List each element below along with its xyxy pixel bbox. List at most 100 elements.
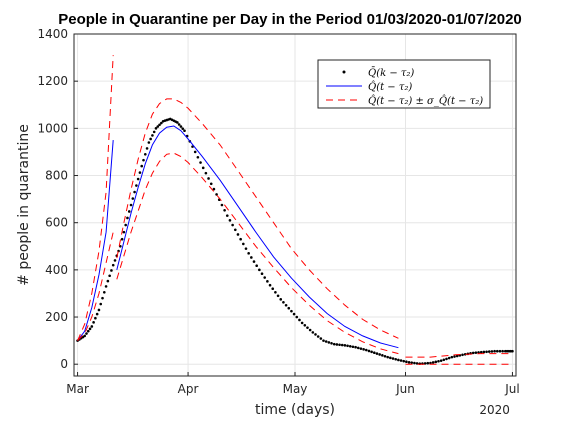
data-point — [493, 349, 496, 353]
data-point — [359, 347, 363, 350]
data-point — [311, 331, 315, 334]
y-tick-label: 200 — [45, 310, 68, 324]
x-tick-label: Mar — [66, 382, 89, 396]
legend-label: Q̂(t − τ₂) — [368, 81, 412, 93]
data-point — [413, 361, 416, 365]
data-point — [439, 359, 443, 362]
data-point — [136, 177, 140, 181]
data-point — [378, 353, 381, 356]
series-line-solid-blue — [116, 125, 399, 349]
series-layer — [76, 55, 514, 366]
y-axis-label: # people in quarantine — [16, 124, 32, 286]
data-point — [373, 351, 376, 355]
data-point — [300, 321, 304, 325]
legend-label: Q̂(t − τ₂) ± σ_Q̂(t − τ₂) — [368, 95, 483, 107]
data-point — [461, 353, 464, 357]
data-point — [95, 312, 99, 316]
data-point — [327, 341, 331, 344]
data-point — [324, 340, 328, 343]
data-point — [498, 349, 502, 353]
data-point — [97, 308, 101, 312]
data-point — [179, 125, 183, 128]
data-point — [292, 312, 296, 316]
data-point — [474, 351, 478, 354]
data-point — [120, 237, 124, 241]
data-point — [133, 190, 136, 194]
data-point — [487, 350, 491, 353]
data-point — [442, 358, 446, 362]
data-point — [383, 354, 387, 358]
data-point — [485, 350, 488, 354]
data-point — [338, 343, 341, 347]
data-point — [282, 300, 285, 304]
data-point — [295, 315, 299, 319]
series-line-dashed-red-upper — [77, 55, 114, 341]
data-point — [106, 279, 110, 283]
data-point — [410, 361, 414, 364]
data-point — [99, 302, 103, 306]
data-point — [447, 356, 451, 360]
data-point — [151, 134, 154, 137]
data-point — [322, 339, 325, 342]
data-point — [94, 316, 97, 320]
data-point — [242, 242, 245, 246]
data-point — [381, 354, 384, 357]
data-point — [199, 161, 202, 164]
data-point — [160, 121, 163, 125]
data-point — [453, 355, 456, 358]
data-point — [181, 127, 185, 130]
data-point — [332, 342, 336, 346]
y-tick-label: 600 — [45, 216, 68, 230]
data-point — [290, 309, 293, 313]
data-point — [279, 298, 283, 301]
data-point — [268, 283, 272, 287]
data-point — [110, 269, 113, 272]
data-point — [490, 350, 494, 353]
y-tick-label: 400 — [45, 263, 68, 277]
data-point — [426, 361, 430, 365]
data-point — [429, 361, 432, 365]
data-point — [306, 326, 309, 329]
data-point — [228, 219, 232, 222]
data-point — [250, 256, 253, 259]
data-point — [356, 346, 360, 350]
data-point — [236, 233, 240, 236]
data-point — [434, 360, 438, 364]
data-point — [504, 349, 507, 353]
data-point — [402, 359, 406, 363]
data-point — [131, 197, 135, 200]
data-point — [507, 349, 511, 353]
data-point — [354, 345, 357, 349]
data-point — [140, 164, 144, 168]
data-point — [207, 177, 210, 180]
data-point — [154, 127, 158, 130]
data-point — [149, 137, 152, 141]
data-point — [335, 343, 339, 346]
data-point — [346, 344, 349, 348]
data-point — [405, 360, 408, 364]
x-axis-year-label: 2020 — [479, 403, 510, 417]
data-point — [183, 129, 186, 133]
x-axis-label: time (days) — [255, 402, 335, 418]
series-line-dashed-red-lower — [77, 231, 114, 341]
data-point — [260, 272, 264, 275]
data-point — [143, 152, 147, 156]
data-point — [303, 323, 307, 327]
data-point — [362, 348, 365, 351]
y-tick-label: 1000 — [37, 121, 68, 135]
data-point — [129, 203, 133, 207]
data-point — [340, 343, 344, 347]
data-point — [88, 327, 92, 331]
data-point — [389, 356, 392, 360]
data-point — [266, 280, 269, 283]
data-point — [263, 276, 267, 279]
data-point — [463, 353, 467, 356]
data-point — [152, 130, 156, 134]
data-point — [314, 333, 317, 336]
data-point — [86, 329, 90, 333]
y-tick-label: 1400 — [37, 27, 68, 41]
data-point — [287, 306, 291, 310]
chart-title: People in Quarantine per Day in the Peri… — [58, 11, 522, 28]
data-point — [102, 290, 106, 294]
data-point — [364, 348, 368, 352]
